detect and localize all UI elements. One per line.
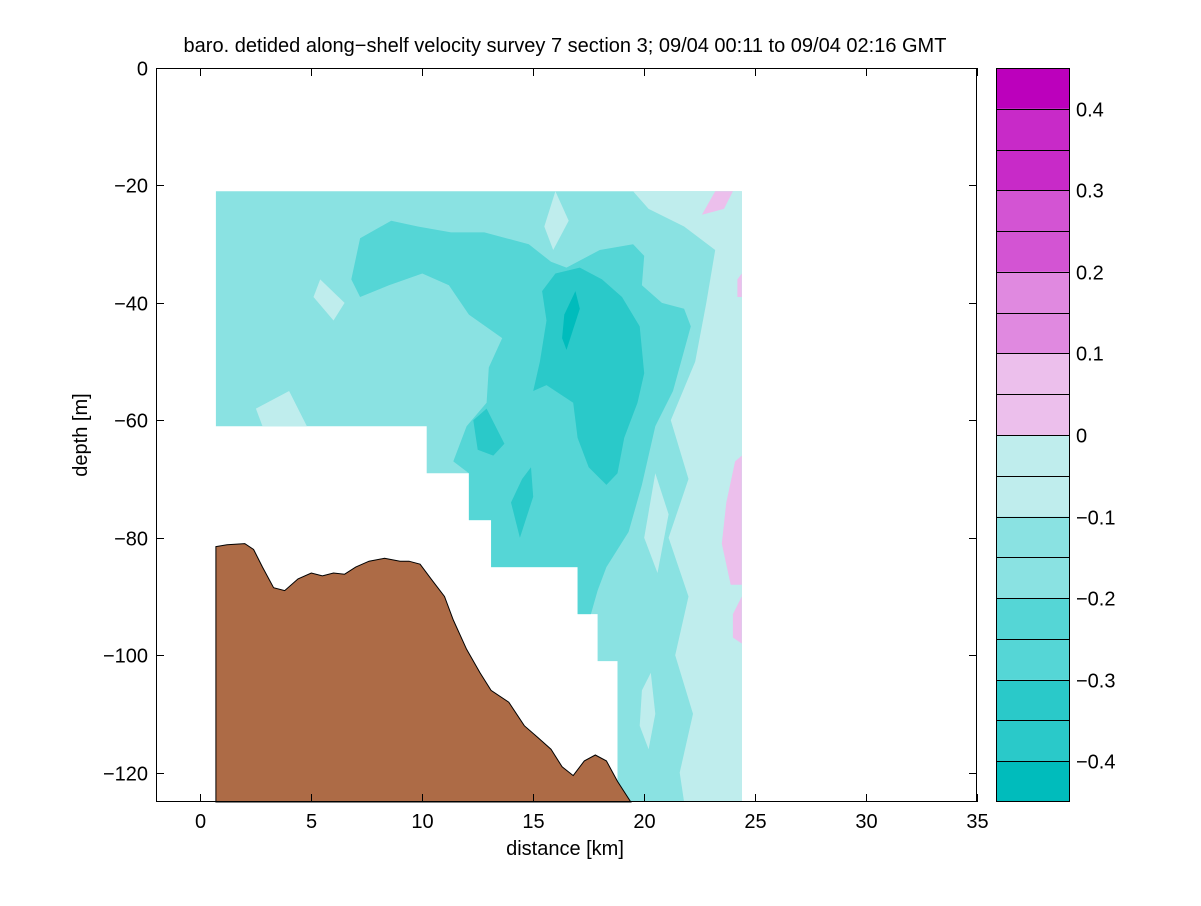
y-tick-label-0: 0 (137, 59, 148, 81)
contour-region-16 (562, 291, 580, 350)
colorbar-band-2 (996, 598, 1070, 680)
colorbar-tick-label-8: −0.4 (1076, 752, 1115, 774)
contour-region-2 (633, 191, 742, 803)
colorbar-tick-label-0: 0.4 (1076, 100, 1104, 122)
colorbar-tick-label-1: 0.3 (1076, 181, 1104, 203)
plot-frame (156, 68, 977, 802)
contour-region-9 (721, 455, 742, 585)
y-axis-label: depth [m] (70, 393, 92, 476)
x-axis-label: distance [km] (506, 838, 624, 860)
y-tick-label-1: −20 (114, 176, 148, 198)
contour-region-3 (644, 473, 669, 573)
x-tick-label-0: 0 (195, 811, 206, 833)
colorbar-tick-label-4: 0 (1076, 426, 1087, 448)
contour-region-4 (639, 672, 656, 750)
x-tick-label-3: 15 (522, 811, 544, 833)
contour-region-6 (313, 279, 345, 321)
contour-region-7 (255, 391, 307, 427)
colorbar-band-8 (996, 108, 1070, 191)
colorbar-tick-label-5: −0.1 (1076, 508, 1115, 530)
colorbar-tick-label-6: −0.2 (1076, 589, 1115, 611)
colorbar-tick-label-2: 0.2 (1076, 263, 1104, 285)
contour-region-8 (701, 191, 733, 215)
x-tick-label-2: 10 (411, 811, 433, 833)
colorbar-band-4 (996, 435, 1070, 517)
y-tick-label-6: −120 (103, 764, 148, 786)
contour-region-10 (732, 596, 742, 644)
plot-area (156, 68, 977, 803)
x-tick-label-7: 35 (966, 811, 988, 833)
contour-region-11 (737, 273, 742, 297)
bathymetry-seafloor (215, 543, 632, 803)
y-tick-label-4: −80 (114, 529, 148, 551)
x-tick-label-6: 30 (855, 811, 877, 833)
y-tick-label-2: −40 (114, 294, 148, 316)
contour-region-14 (473, 408, 505, 456)
y-tick-label-3: −60 (114, 411, 148, 433)
contour-region-15 (511, 467, 534, 538)
contour-region-13 (533, 267, 645, 485)
y-tick-label-5: −100 (103, 646, 148, 668)
axes: 0 5 10 15 20 25 30 35 0 −20 −40 −60 −80 −100 −120 (103, 59, 989, 834)
colorbar-band-9 (996, 68, 1070, 109)
colorbar-tick-label-3: 0.1 (1076, 344, 1104, 366)
colorbar-band-6 (996, 271, 1070, 354)
colorbar-tick-label-7: −0.3 (1076, 671, 1115, 693)
x-tick-label-4: 20 (633, 811, 655, 833)
x-tick-label-1: 5 (306, 811, 317, 833)
colorbar-band-0 (996, 761, 1070, 802)
chart-title: baro. detided along−shelf velocity surve… (184, 35, 947, 57)
contour-region-5 (544, 191, 569, 250)
x-tick-label-5: 25 (744, 811, 766, 833)
colorbar: 0.4 0.3 0.2 0.1 0 −0.1 −0.2 −0.3 −0.4 (996, 68, 1115, 802)
